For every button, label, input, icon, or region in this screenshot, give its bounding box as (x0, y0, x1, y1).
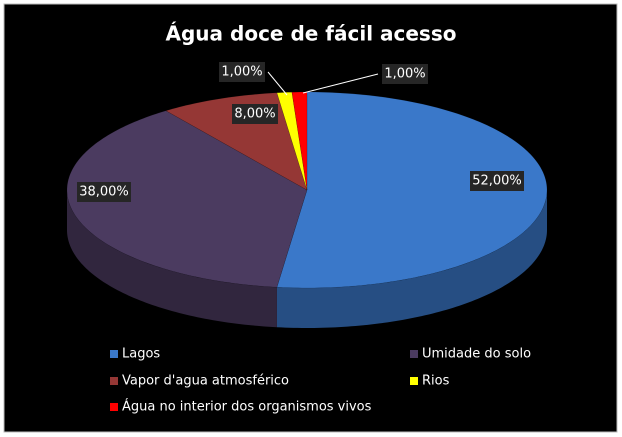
leader-line (267, 71, 288, 96)
legend-label: Lagos (122, 347, 160, 362)
legend-label: Umidade do solo (422, 347, 531, 362)
data-label: 38,00% (77, 182, 131, 202)
legend-swatch (110, 403, 118, 411)
legend-swatch (410, 350, 418, 358)
slice-side (276, 190, 547, 328)
data-label-text: 8,00% (234, 107, 275, 122)
data-label-text: 1,00% (221, 65, 262, 80)
legend-swatch (410, 377, 418, 385)
data-label: 1,00% (219, 62, 265, 82)
legend-swatch (110, 350, 118, 358)
data-label-text: 38,00% (79, 185, 129, 200)
slice (66, 110, 308, 288)
leader-line (302, 73, 379, 94)
data-label-box (470, 171, 524, 191)
data-label: 1,00% (382, 64, 428, 84)
legend-label: Água no interior dos organismos vivos (122, 399, 372, 415)
data-label-box (77, 182, 131, 202)
data-label: 52,00% (470, 171, 524, 191)
legend-label: Vapor d'agua atmosférico (122, 374, 289, 389)
data-label-box (382, 64, 428, 84)
data-label-text: 1,00% (384, 67, 425, 82)
chart-title: Água doce de fácil acesso (166, 22, 457, 46)
slice-side (67, 190, 277, 328)
data-label-box (219, 62, 265, 82)
legend-swatch (110, 377, 118, 385)
data-label: 8,00% (232, 104, 278, 124)
data-label-text: 52,00% (472, 174, 522, 189)
legend-label: Rios (422, 374, 450, 389)
data-label-box (232, 104, 278, 124)
slice (276, 91, 548, 289)
